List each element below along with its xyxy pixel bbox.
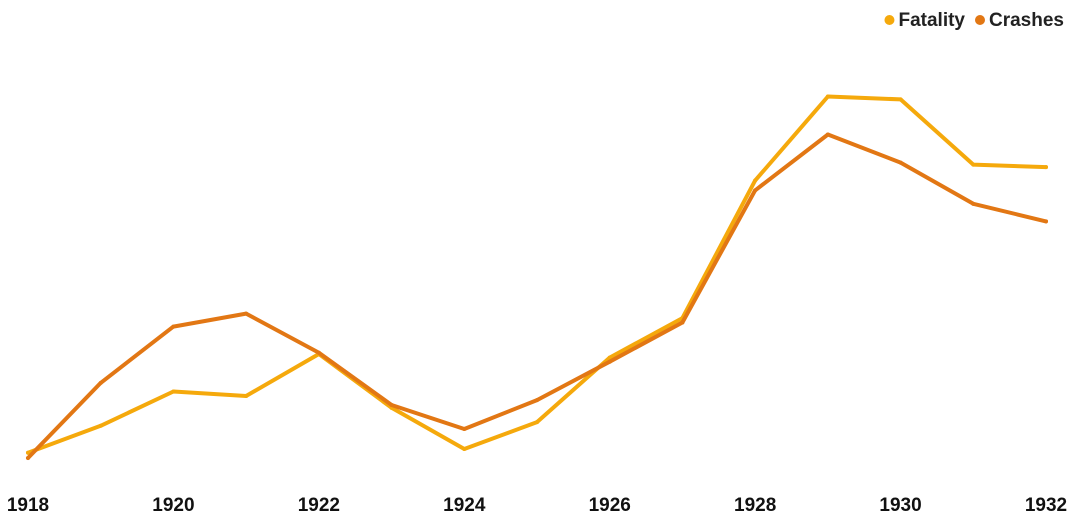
data-point-crashes-1927 [680, 320, 685, 325]
data-point-fatality-1929 [825, 94, 830, 99]
data-point-crashes-1922 [316, 350, 321, 355]
x-tick-label: 1920 [152, 495, 194, 516]
data-point-crashes-1920 [171, 324, 176, 329]
data-point-crashes-1918 [26, 456, 30, 460]
x-axis: 1918 1920 1922 1924 1926 1928 1930 1932 [7, 495, 1067, 516]
series-crashes [26, 132, 1048, 460]
data-point-fatality-1918 [26, 450, 30, 455]
data-point-fatality-1930 [898, 97, 903, 102]
data-point-crashes-1919 [98, 380, 103, 385]
data-point-fatality-1928 [753, 178, 758, 183]
data-point-crashes-1929 [825, 132, 830, 137]
data-point-fatality-1924 [462, 447, 467, 452]
data-point-fatality-1919 [98, 423, 103, 428]
x-tick-label: 1930 [879, 495, 921, 516]
series-fatality [26, 94, 1048, 455]
data-point-crashes-1923 [389, 402, 394, 407]
legend: Fatality Crashes [884, 10, 1064, 31]
data-point-crashes-1930 [898, 160, 903, 165]
x-tick-label: 1926 [589, 495, 631, 516]
data-point-crashes-1926 [607, 359, 612, 364]
x-tick-label: 1918 [7, 495, 49, 516]
x-tick-label: 1932 [1025, 495, 1067, 516]
data-point-fatality-1925 [535, 420, 539, 425]
data-point-crashes-1921 [244, 311, 249, 316]
data-point-crashes-1924 [462, 427, 467, 432]
legend-label-crashes: Crashes [989, 10, 1064, 31]
data-point-crashes-1931 [971, 201, 976, 206]
data-point-fatality-1932 [1044, 165, 1048, 170]
legend-marker-crashes [975, 15, 985, 25]
data-point-crashes-1932 [1044, 219, 1048, 224]
data-point-fatality-1921 [244, 393, 249, 398]
data-point-fatality-1931 [971, 162, 976, 167]
data-point-fatality-1920 [171, 389, 176, 394]
data-point-crashes-1925 [535, 398, 539, 403]
x-tick-label: 1922 [298, 495, 340, 516]
series-layer [26, 94, 1048, 460]
data-point-fatality-1926 [607, 355, 612, 360]
data-point-crashes-1928 [753, 188, 758, 193]
legend-item-fatality: Fatality [884, 10, 965, 31]
legend-marker-fatality [884, 15, 895, 25]
x-tick-label: 1928 [734, 495, 776, 516]
legend-item-crashes: Crashes [975, 10, 1064, 31]
x-tick-label: 1924 [443, 495, 486, 516]
legend-label-fatality: Fatality [898, 10, 965, 31]
series-line-crashes [26, 132, 1048, 460]
